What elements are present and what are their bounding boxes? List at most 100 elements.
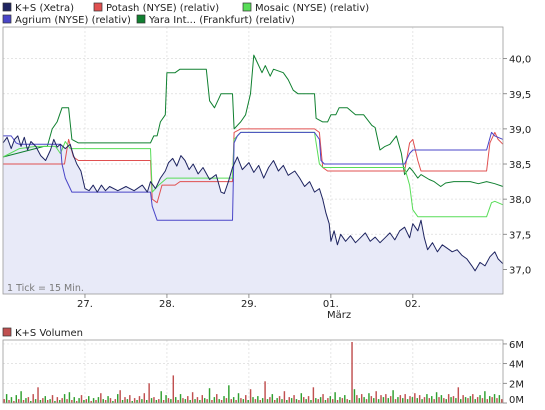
- volume-bar-54: [133, 398, 136, 403]
- volume-bar-132: [322, 394, 324, 403]
- volume-bar-17: [44, 396, 46, 403]
- volume-bar-122: [298, 400, 300, 403]
- volume-bar-93: [228, 385, 230, 403]
- volume-bar-184: [447, 394, 450, 403]
- volume-bar-21: [54, 401, 56, 403]
- volume-bar-23: [59, 400, 61, 403]
- volume-bar-157: [382, 397, 385, 403]
- volume-bar-187: [455, 398, 457, 403]
- price-panel: 37,0 37,5 38,0 38,5 39,0 39,5 40,0 27. 28. 29. 01…: [2, 26, 531, 321]
- volume-bar-101: [247, 400, 249, 403]
- legend-label-yara: Yara Int... (Frankfurt) (relativ): [148, 15, 295, 26]
- volume-bar-10: [27, 397, 30, 403]
- volume-bar-198: [481, 398, 484, 403]
- legend-label-mosaic: Mosaic (NYSE) (relativ): [255, 3, 369, 14]
- volume-bar-196: [476, 397, 479, 403]
- volume-bar-203: [493, 394, 496, 403]
- volume-bar-84: [206, 399, 208, 403]
- volume-bar-90: [220, 400, 223, 403]
- volume-bar-111: [271, 394, 274, 403]
- price-lines: [2, 54, 504, 272]
- volume-bar-174: [423, 397, 426, 403]
- volume-bar-114: [278, 396, 281, 403]
- y-tick-label-3: 38,5: [509, 160, 531, 171]
- volume-bar-106: [259, 400, 261, 403]
- volume-bar-135: [329, 396, 332, 403]
- volume-bar-50: [124, 397, 126, 403]
- volume-bar-172: [418, 395, 421, 403]
- volume-bar-91: [223, 396, 225, 403]
- legend: K+S (Xetra) Potash (NYSE) (relativ) Mosa…: [2, 2, 369, 26]
- volume-bar-71: [174, 397, 177, 403]
- volume-bar-185: [450, 397, 452, 403]
- legend-label-potash: Potash (NYSE) (relativ): [106, 3, 219, 14]
- volume-bar-64: [158, 399, 160, 403]
- volume-bar-12: [32, 394, 34, 403]
- volume-bar-74: [182, 398, 184, 403]
- volume-bar-179: [435, 392, 438, 403]
- volume-bar-25: [63, 394, 66, 403]
- volume-bar-78: [191, 392, 194, 403]
- volume-bar-59: [146, 400, 148, 403]
- volume-bar-188: [457, 387, 460, 404]
- volume-bar-86: [211, 400, 213, 403]
- volume-panel: K+S Volumen 0M 2M 4M 6M: [2, 327, 524, 406]
- volume-bar-145: [353, 389, 356, 403]
- volume-bar-46: [114, 399, 117, 403]
- volume-bar-49: [121, 400, 124, 403]
- volume-bar-68: [167, 398, 170, 403]
- volume-bar-4: [13, 401, 15, 403]
- volume-bar-119: [290, 398, 293, 403]
- volume-bar-159: [387, 398, 389, 403]
- series-line-2: [2, 131, 504, 218]
- volume-bar-81: [199, 400, 201, 403]
- x-tick-label-3: 01.: [323, 299, 339, 310]
- volume-bar-82: [201, 395, 203, 403]
- volume-y-axis: 0M 2M 4M 6M: [503, 340, 524, 406]
- volume-bar-161: [392, 390, 394, 403]
- volume-bar-175: [426, 394, 428, 403]
- volume-bar-156: [380, 395, 382, 403]
- volume-bar-204: [496, 398, 498, 403]
- volume-bar-103: [252, 397, 254, 403]
- price-y-axis: 37,0 37,5 38,0 38,5 39,0 39,5 40,0: [503, 55, 531, 276]
- volume-bar-97: [237, 393, 240, 403]
- volume-bar-62: [153, 397, 155, 403]
- volume-bar-189: [460, 399, 462, 403]
- volume-bar-28: [71, 400, 73, 403]
- volume-bar-173: [421, 399, 423, 403]
- volume-bar-130: [317, 399, 319, 403]
- volume-bar-89: [218, 399, 220, 403]
- volume-bar-160: [389, 396, 392, 403]
- volume-bar-70: [172, 375, 175, 403]
- volume-bar-206: [501, 399, 503, 403]
- volume-bar-96: [235, 400, 237, 403]
- volume-bar-140: [341, 398, 344, 403]
- volume-bar-165: [402, 398, 404, 403]
- volume-bar-143: [348, 400, 351, 403]
- volume-bar-191: [464, 397, 467, 403]
- volume-bar-108: [264, 381, 266, 403]
- volume-bar-136: [331, 399, 334, 403]
- volume-bar-32: [80, 395, 83, 403]
- volume-bar-118: [288, 397, 290, 403]
- volume-bar-38: [95, 400, 97, 403]
- volume-bar-1: [5, 394, 8, 403]
- volume-bar-56: [138, 396, 141, 403]
- volume-bar-88: [216, 394, 218, 403]
- volume-bar-5: [15, 395, 18, 403]
- volume-bar-134: [327, 398, 329, 403]
- volume-bar-63: [155, 400, 158, 403]
- volume-bar-36: [90, 401, 92, 403]
- volume-bar-155: [377, 399, 380, 403]
- volume-bar-66: [162, 400, 165, 403]
- price-x-axis: 27. 28. 29. 01. 02.: [77, 294, 421, 310]
- volume-bar-100: [245, 395, 247, 403]
- legend-label-volume: K+S Volumen: [15, 328, 83, 339]
- volume-bar-83: [203, 398, 206, 403]
- volume-bar-116: [283, 391, 286, 403]
- volume-bar-186: [452, 396, 455, 403]
- legend-swatch-yara: [136, 14, 146, 24]
- volume-bar-24: [61, 398, 63, 403]
